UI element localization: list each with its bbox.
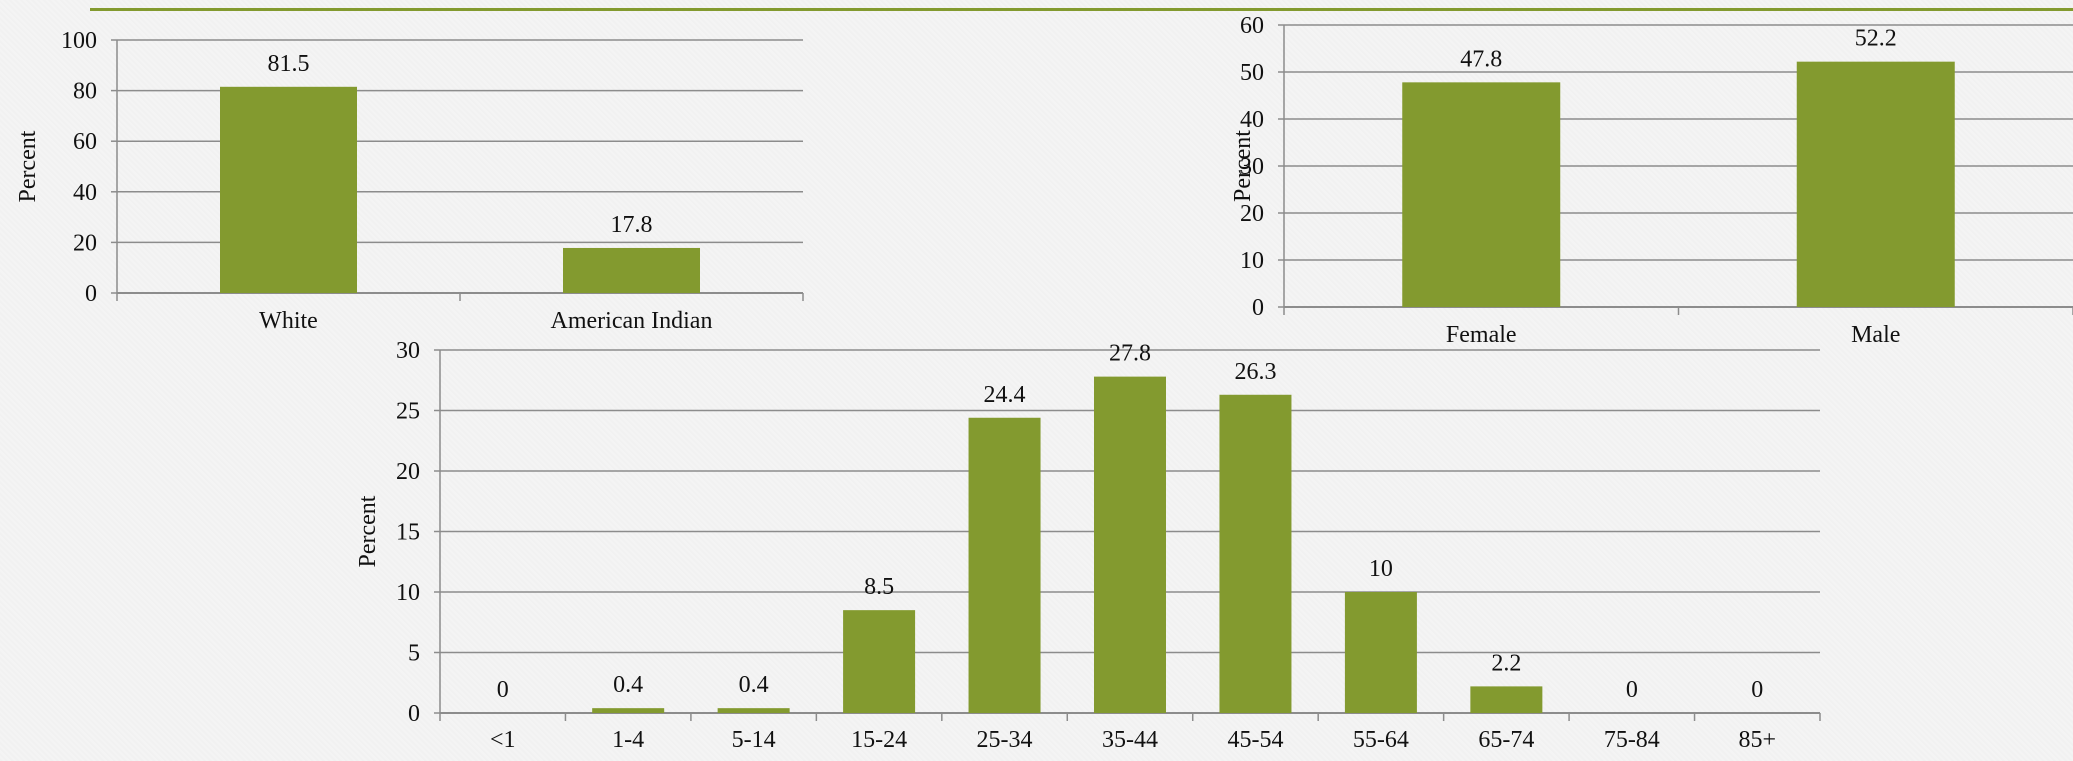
y-axis-title: Percent	[1230, 130, 1256, 202]
y-tick-label: 15	[396, 520, 420, 546]
y-tick-label: 20	[73, 230, 97, 256]
data-label: 26.3	[1234, 359, 1276, 385]
x-category-label: 55-64	[1353, 727, 1409, 753]
y-tick-label: 0	[408, 701, 420, 727]
data-label: 10	[1369, 556, 1393, 582]
y-tick-label: 20	[396, 459, 420, 485]
data-label: 0	[1626, 677, 1638, 703]
y-tick-label: 50	[1240, 60, 1264, 86]
x-category-label: 35-44	[1102, 727, 1158, 753]
y-tick-label: 60	[73, 129, 97, 155]
data-label: 8.5	[864, 574, 894, 600]
y-tick-label: 60	[1240, 13, 1264, 39]
data-label: 0.4	[613, 672, 643, 698]
bar	[220, 86, 357, 294]
bar	[592, 708, 665, 713]
y-tick-label: 5	[408, 641, 420, 667]
bar	[968, 417, 1041, 713]
data-label: 81.5	[268, 51, 310, 77]
bar	[717, 708, 790, 713]
x-category-label: American Indian	[551, 308, 713, 334]
y-tick-label: 0	[1252, 295, 1264, 321]
y-tick-label: 30	[1240, 154, 1264, 180]
data-label: 17.8	[611, 212, 653, 238]
data-label: 52.2	[1855, 26, 1897, 52]
x-category-label: 1-4	[612, 727, 644, 753]
y-tick-label: 40	[73, 180, 97, 206]
y-tick-label: 10	[1240, 248, 1264, 274]
data-label: 0.4	[739, 672, 769, 698]
x-category-label: Female	[1446, 322, 1517, 348]
y-tick-label: 40	[1240, 107, 1264, 133]
bar	[843, 610, 916, 713]
bar	[1344, 592, 1417, 713]
x-category-label: 15-24	[851, 727, 907, 753]
data-label: 24.4	[984, 382, 1026, 408]
x-category-label: Male	[1851, 322, 1900, 348]
top-accent-line	[90, 8, 2073, 11]
bar	[1094, 376, 1166, 713]
data-label: 2.2	[1491, 650, 1521, 676]
data-label: 27.8	[1109, 341, 1151, 367]
y-tick-label: 20	[1240, 201, 1264, 227]
data-label: 0	[497, 677, 509, 703]
bar	[1402, 82, 1561, 307]
y-tick-label: 10	[396, 580, 420, 606]
x-category-label: 85+	[1738, 727, 1776, 753]
bar	[563, 247, 700, 293]
y-tick-label: 25	[396, 399, 420, 425]
x-category-label: White	[259, 308, 318, 334]
x-category-label: 75-84	[1604, 727, 1660, 753]
y-axis-title: Percent	[355, 495, 381, 567]
y-tick-label: 0	[85, 281, 97, 307]
x-category-label: 25-34	[977, 727, 1033, 753]
bar	[1796, 61, 1955, 307]
data-label: 0	[1751, 677, 1763, 703]
x-category-label: 5-14	[732, 727, 776, 753]
y-axis-title: Percent	[15, 130, 41, 202]
x-category-label: 65-74	[1478, 727, 1534, 753]
y-tick-label: 30	[396, 338, 420, 364]
y-tick-label: 80	[73, 79, 97, 105]
bar	[1470, 686, 1543, 713]
x-category-label: 45-54	[1227, 727, 1283, 753]
y-tick-label: 100	[61, 28, 97, 54]
x-category-label: <1	[490, 727, 516, 753]
bar	[1219, 394, 1292, 713]
data-label: 47.8	[1460, 46, 1502, 72]
